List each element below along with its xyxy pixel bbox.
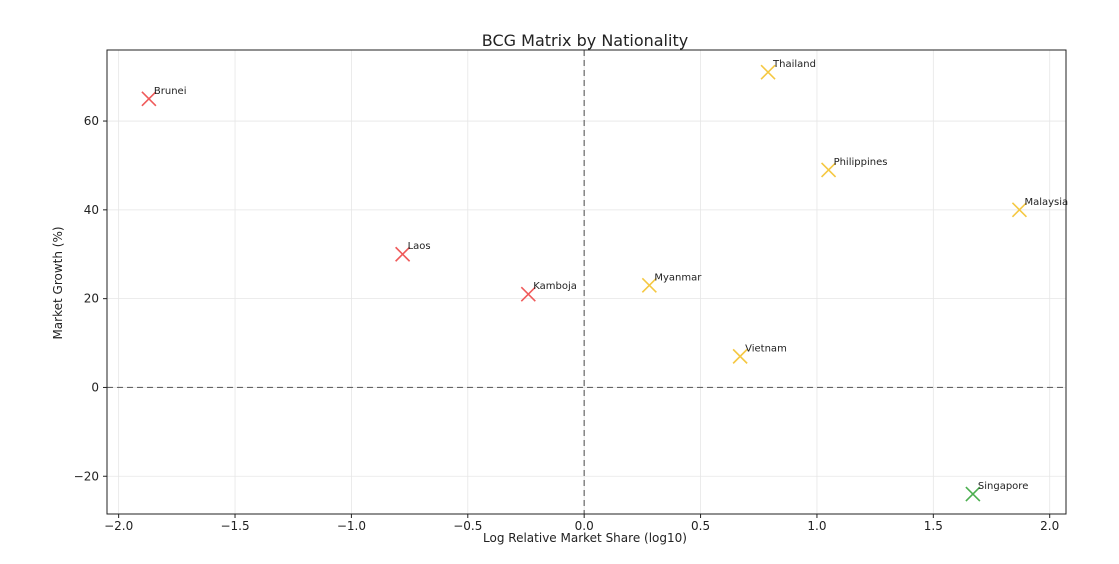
data-point-marker	[641, 277, 657, 293]
x-tick-label: −2.0	[104, 519, 133, 533]
x-tick-label: 2.0	[1040, 519, 1059, 533]
y-tick-label: 0	[91, 380, 99, 394]
data-point-marker	[965, 486, 981, 502]
y-tick-label: 20	[84, 292, 99, 306]
data-point-marker	[732, 348, 748, 364]
data-point-label: Myanmar	[654, 272, 702, 283]
data-point-label: Singapore	[978, 481, 1028, 492]
reference-lines	[107, 50, 1066, 514]
grid-lines	[107, 50, 1066, 514]
y-tick-label: −20	[74, 469, 99, 483]
data-point-marker	[141, 91, 157, 107]
data-point-label: Kamboja	[533, 281, 577, 292]
x-tick-label: 1.0	[807, 519, 826, 533]
x-axis-label: Log Relative Market Share (log10)	[483, 531, 687, 545]
x-axis-ticks: −2.0 −1.5 −1.0 −0.5 0.0 0.5 1.0 1.5 2.0	[104, 514, 1059, 533]
plot-frame	[106, 49, 1067, 515]
y-tick-label: 40	[84, 203, 99, 217]
data-point-label: Philippines	[834, 157, 888, 168]
x-tick-label: −1.5	[220, 519, 249, 533]
x-tick-label: 0.5	[691, 519, 710, 533]
data-point-label: Brunei	[154, 86, 187, 97]
x-tick-label: 0.0	[575, 519, 594, 533]
data-point-label: Laos	[408, 241, 431, 252]
data-point-marker	[821, 162, 837, 178]
x-tick-label: −0.5	[453, 519, 482, 533]
data-point-marker	[395, 246, 411, 262]
data-point-marker	[760, 64, 776, 80]
data-point-label: Malaysia	[1024, 197, 1068, 208]
data-point-marker	[1011, 202, 1028, 218]
chart-title: BCG Matrix by Nationality	[482, 31, 688, 50]
y-axis-label: Market Growth (%)	[51, 226, 65, 339]
y-axis-ticks: −20 0 20 40 60	[74, 114, 107, 483]
y-tick-label: 60	[84, 114, 99, 128]
x-tick-label: 1.5	[924, 519, 943, 533]
data-point-label: Thailand	[772, 59, 816, 70]
data-point-marker	[520, 286, 536, 302]
data-point-label: Vietnam	[745, 343, 787, 354]
x-tick-label: −1.0	[337, 519, 366, 533]
data-points: Brunei Laos Kamboja Myanmar Thailand Philippi…	[141, 59, 1068, 502]
